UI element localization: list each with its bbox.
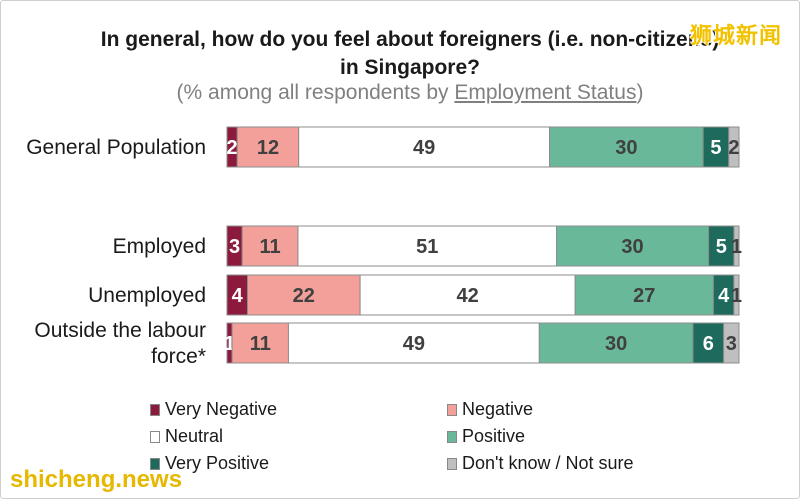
data-label: 42: [457, 285, 479, 307]
bar-segment: [538, 322, 694, 364]
data-label: 22: [293, 285, 315, 307]
legend-label: Negative: [462, 399, 534, 419]
legend-label: Neutral: [165, 426, 224, 446]
data-label: 1: [731, 285, 742, 307]
subtitle-employment-status: Employment Status: [454, 81, 637, 104]
legend-swatch: [150, 457, 160, 470]
legend-item: Very Negative: [150, 399, 277, 420]
data-label: 4: [232, 285, 244, 307]
data-label: 51: [416, 236, 438, 258]
data-label: 2: [728, 137, 739, 159]
bar-segment: [246, 274, 361, 316]
data-label: 27: [633, 285, 655, 307]
legend-label: Very Positive: [165, 453, 270, 473]
data-label: 1: [731, 236, 742, 258]
bar-segment: [359, 274, 576, 316]
legend-label: Positive: [462, 426, 526, 446]
watermark-bottom: shicheng.news: [10, 466, 183, 493]
data-label: 2: [227, 137, 238, 159]
data-label: 3: [229, 236, 240, 258]
subtitle-suffix: ): [636, 81, 644, 104]
chart-legend: Very Negative Negative Neutral Positive Very…: [150, 399, 710, 483]
bar-segment: [241, 225, 299, 267]
legend-swatch: [447, 403, 457, 416]
bar-segment: [574, 274, 714, 316]
bar-segment: [297, 225, 558, 267]
category-label: General Population: [26, 136, 206, 159]
legend-swatch: [447, 457, 457, 470]
data-label: 5: [716, 236, 727, 258]
legend-item: Very Positive: [150, 453, 269, 474]
chart-title: In general, how do you feel about foreig…: [100, 28, 720, 79]
bar-segment: [549, 126, 704, 168]
bar-segment: [298, 126, 551, 168]
chart-subtitle: (% among all respondents by Employment S…: [100, 81, 720, 105]
bar-segment: [231, 322, 289, 364]
data-label: 11: [250, 333, 271, 355]
data-label: 4: [718, 285, 730, 307]
legend-label: Don't know / Not sure: [462, 453, 634, 473]
legend-item: Positive: [447, 426, 525, 447]
category-label: Unemployed: [88, 284, 206, 307]
data-label: 30: [605, 333, 627, 355]
data-label: 6: [703, 333, 714, 355]
legend-item: Neutral: [150, 426, 223, 447]
bar-segment: [556, 225, 710, 267]
bar-segment: [733, 225, 740, 267]
data-label: 11: [260, 236, 281, 258]
data-label: 49: [403, 333, 425, 355]
category-label: Outside the labour: [34, 319, 206, 342]
data-label: 49: [413, 137, 435, 159]
bar-segment: [287, 322, 540, 364]
bar-segment: [728, 126, 740, 168]
legend-swatch: [447, 430, 457, 443]
legend-label: Very Negative: [165, 399, 278, 419]
subtitle-prefix: (% among all respondents by: [176, 81, 455, 104]
bar-segment: [723, 322, 740, 364]
data-label: 30: [615, 137, 637, 159]
category-label: Employed: [113, 235, 206, 258]
data-label: 12: [257, 137, 279, 159]
legend-swatch: [150, 430, 160, 443]
legend-item: Negative: [447, 399, 533, 420]
bar-segment: [236, 126, 300, 168]
data-label: 30: [621, 236, 643, 258]
legend-item: Don't know / Not sure: [447, 453, 634, 474]
bar-segment: [733, 274, 740, 316]
legend-swatch: [150, 403, 160, 416]
watermark-top: 狮城新闻: [690, 23, 783, 48]
data-label: 1: [224, 333, 235, 355]
data-label: 3: [726, 333, 737, 355]
category-label: force*: [151, 345, 206, 368]
data-label: 5: [710, 137, 721, 159]
bar-segment: [692, 322, 725, 364]
